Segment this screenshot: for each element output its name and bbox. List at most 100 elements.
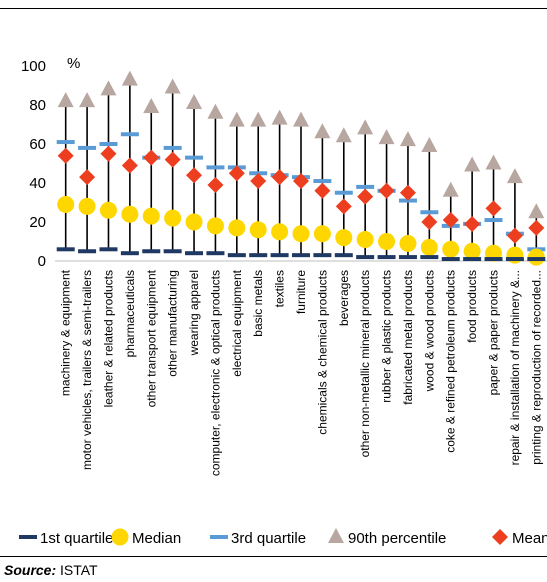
mean-point (79, 169, 96, 186)
mean-point (100, 145, 117, 162)
1st-quartile-point (249, 253, 268, 258)
legend-1st-quartile-swatch (19, 535, 37, 539)
1st-quartile-point (292, 253, 310, 258)
legend-90th-percentile-label: 90th percentile (348, 530, 446, 547)
90th-percentile-point (57, 92, 74, 108)
mean-point (314, 182, 331, 199)
1st-quartile-point (142, 249, 161, 254)
category-label: beverages (337, 270, 351, 326)
90th-percentile-point (528, 203, 545, 219)
1st-quartile-point (334, 253, 353, 258)
mean-point (121, 157, 138, 174)
source-label: Source: (4, 562, 57, 578)
category-label: chemicals & chemical products (315, 270, 329, 435)
median-point (313, 225, 331, 243)
category-label: computer, electronic & optical products (208, 270, 222, 476)
3rd-quartile-point (120, 132, 139, 137)
mean-point (250, 173, 267, 190)
median-point (292, 225, 310, 243)
mean-point (228, 165, 245, 182)
mean-point (421, 214, 438, 230)
1st-quartile-point (227, 253, 246, 258)
y-tick-label: 100 (21, 58, 46, 75)
1st-quartile-point (484, 257, 503, 262)
1st-quartile-point (206, 251, 225, 256)
mean-point (528, 219, 545, 236)
90th-percentile-point (314, 123, 331, 139)
3rd-quartile-point (420, 210, 439, 215)
3rd-quartile-point (163, 145, 182, 150)
median-point (185, 213, 203, 231)
90th-percentile-point (164, 78, 181, 94)
1st-quartile-point (185, 251, 204, 256)
90th-percentile-point (335, 127, 352, 143)
category-label: wearing apparel (187, 270, 201, 356)
mean-point (207, 176, 224, 193)
category-label: fabricated metal products (401, 270, 415, 405)
category-label: other manufacturing (166, 270, 180, 377)
90th-percentile-point (121, 70, 138, 86)
90th-percentile-point (100, 80, 117, 96)
median-point (420, 238, 438, 256)
1st-quartile-point (420, 255, 439, 260)
legend-1st-quartile-label: 1st quartile (40, 530, 113, 547)
median-point (206, 217, 224, 235)
median-point (271, 223, 289, 241)
legend-median-label: Median (132, 530, 181, 547)
1st-quartile-point (441, 257, 460, 262)
90th-percentile-point (79, 92, 96, 108)
y-tick-label: 80 (29, 97, 46, 114)
3rd-quartile-point (99, 142, 118, 146)
1st-quartile-point (313, 253, 332, 258)
legend-mean-swatch (492, 529, 508, 545)
90th-percentile-point (442, 181, 459, 197)
90th-percentile-point (378, 129, 395, 145)
mean-point (143, 149, 160, 166)
3rd-quartile-point (56, 140, 75, 145)
mean-point (506, 227, 523, 244)
category-label: other non-metallic mineral products (358, 270, 372, 457)
category-label: textiles (273, 270, 287, 307)
category-label: leather & related products (101, 270, 115, 407)
category-label: rubber & plastic products (380, 270, 394, 403)
mean-point (186, 167, 203, 184)
median-point (463, 242, 481, 260)
1st-quartile-point (356, 255, 375, 260)
category-label: pharmaceuticals (123, 270, 137, 357)
legend-90th-percentile-swatch (328, 528, 344, 543)
median-point (378, 233, 396, 250)
y-tick-label: 0 (38, 253, 46, 270)
90th-percentile-point (464, 156, 481, 172)
mean-point (485, 200, 502, 217)
3rd-quartile-point (356, 184, 375, 189)
90th-percentile-point (485, 154, 502, 170)
1st-quartile-point (120, 251, 139, 256)
legend-3rd-quartile-label: 3rd quartile (231, 530, 306, 547)
category-label: electrical equipment (230, 269, 244, 376)
category-label: paper & paper products (487, 270, 501, 395)
category-label: motor vehicles, trailers & semi-trailers (80, 270, 94, 470)
1st-quartile-point (78, 249, 97, 254)
mean-point (335, 198, 352, 215)
mean-point (357, 188, 374, 205)
90th-percentile-point (143, 97, 160, 113)
median-point (121, 205, 139, 223)
1st-quartile-point (56, 247, 75, 252)
median-point (164, 209, 182, 227)
median-point (335, 229, 353, 247)
90th-percentile-point (228, 111, 245, 127)
median-point (442, 240, 460, 258)
90th-percentile-point (399, 131, 416, 147)
y-axis-label: % (67, 55, 80, 72)
source-text: ISTAT (60, 562, 98, 578)
median-point (506, 246, 524, 264)
90th-percentile-point (293, 111, 309, 127)
category-label: food products (465, 270, 479, 343)
3rd-quartile-point (78, 145, 97, 150)
median-point (399, 234, 417, 252)
y-tick-label: 20 (29, 214, 46, 231)
median-point (99, 201, 117, 219)
90th-percentile-point (271, 109, 288, 125)
1st-quartile-point (527, 257, 546, 262)
